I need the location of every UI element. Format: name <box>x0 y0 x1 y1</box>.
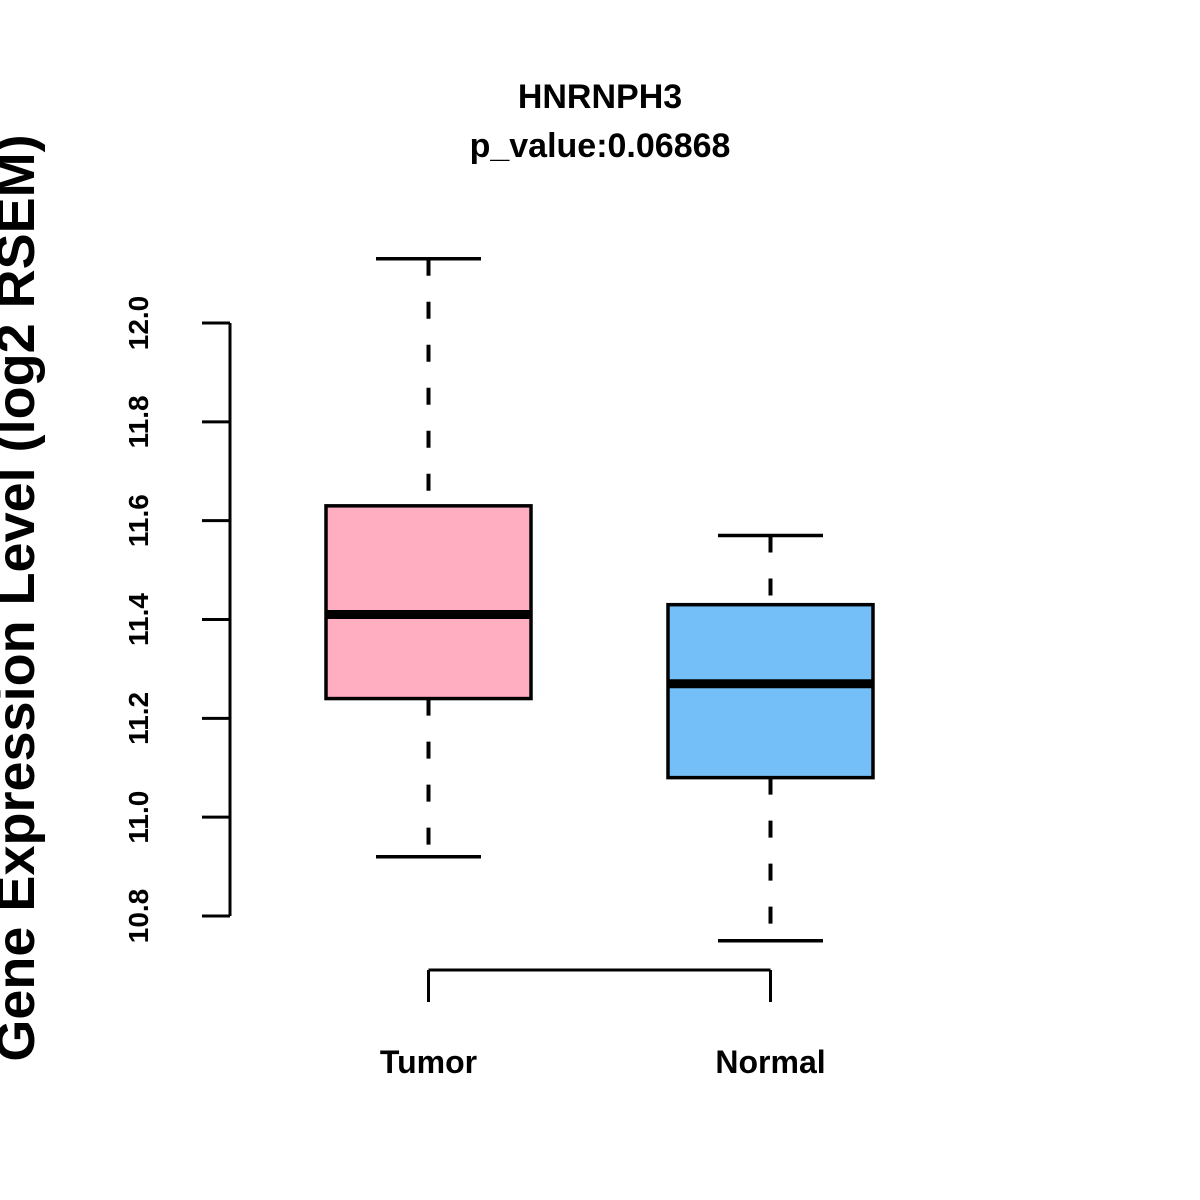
y-axis-tick-label: 11.8 <box>123 395 154 448</box>
y-axis-tick-label: 11.0 <box>123 791 154 844</box>
y-axis-title: Gene Expression Level (log2 RSEM) <box>0 134 46 1061</box>
chart-subtitle-pvalue: p_value:0.06868 <box>470 127 731 165</box>
y-axis-tick-label: 11.2 <box>123 692 154 745</box>
iqr-box <box>324 504 533 701</box>
chart-title: HNRNPH3 <box>518 78 682 116</box>
x-axis-label-tumor: Tumor <box>380 1044 477 1080</box>
y-axis-tick-label: 10.8 <box>123 889 154 944</box>
box-normal <box>666 533 875 943</box>
y-axis-tick-label: 11.4 <box>123 593 154 646</box>
iqr-box <box>666 602 875 780</box>
x-axis-label-normal: Normal <box>715 1044 825 1080</box>
box-tumor <box>324 257 533 859</box>
y-axis-tick-label: 12.0 <box>123 296 154 351</box>
y-axis-tick-label: 11.6 <box>123 494 154 547</box>
